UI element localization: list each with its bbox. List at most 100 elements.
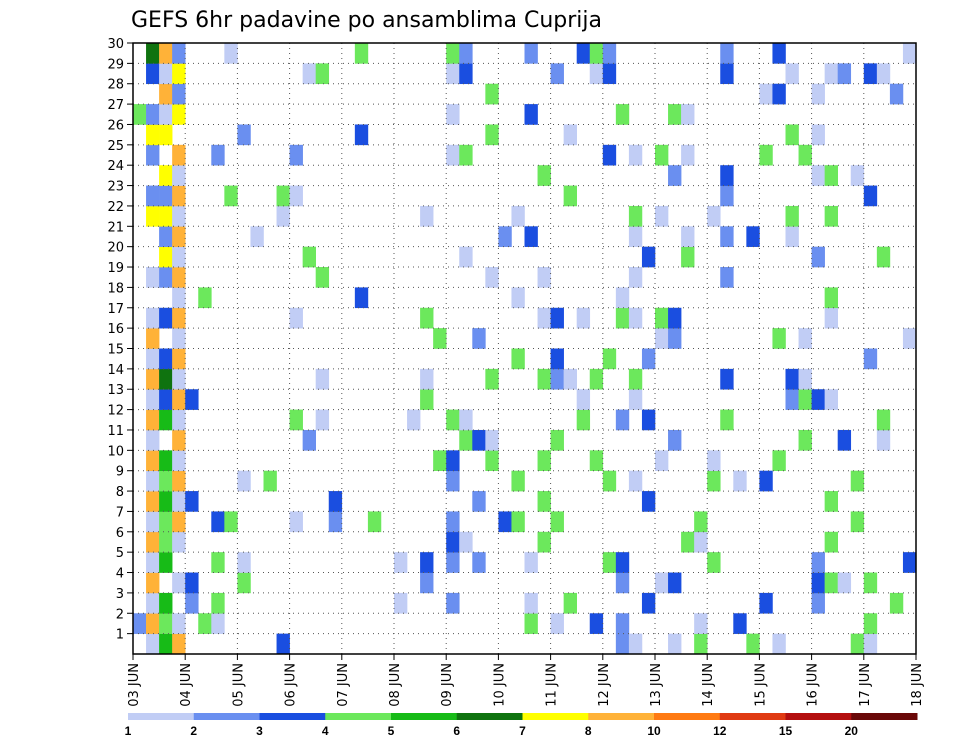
heatmap-cell: [641, 409, 656, 431]
heatmap-cell: [720, 63, 734, 85]
heatmap-cell: [446, 43, 460, 64]
heatmap-cell: [537, 450, 551, 471]
x-tick-label: 13 JUN: [649, 663, 664, 707]
colorbar-swatch: [391, 713, 458, 720]
heatmap-cell: [811, 552, 825, 573]
heatmap-cell: [159, 307, 173, 329]
heatmap-cell: [655, 450, 669, 471]
heatmap-cell: [902, 552, 917, 573]
heatmap-cell: [459, 531, 473, 553]
x-tick-label: 17 JUN: [858, 663, 873, 707]
heatmap-cell: [576, 307, 591, 329]
heatmap-cell: [628, 205, 643, 227]
heatmap-cell: [772, 328, 786, 349]
y-tick-label: 6: [116, 526, 124, 541]
heatmap-cell: [850, 165, 865, 186]
heatmap-cell: [863, 572, 878, 594]
heatmap-cell: [172, 226, 186, 247]
heatmap-cell: [146, 104, 160, 125]
heatmap-cell: [146, 429, 160, 451]
heatmap-cell: [811, 592, 825, 614]
heatmap-cell: [328, 511, 343, 533]
heatmap-cell: [446, 144, 460, 166]
colorbar-swatch: [193, 713, 260, 720]
heatmap-cell: [655, 328, 669, 349]
y-tick-label: 28: [107, 78, 124, 93]
heatmap-cell: [328, 491, 343, 512]
heatmap-cell: [159, 470, 173, 492]
heatmap-cell: [472, 491, 486, 512]
heatmap-cell: [159, 226, 173, 247]
heatmap-cell: [146, 389, 160, 410]
colorbar-legend: 1 2 3 4 5 6 7 8 10 12 15 20: [125, 713, 918, 738]
heatmap-cell: [850, 511, 865, 533]
colorbar-swatch: [785, 713, 852, 720]
colorbar-label: 12: [713, 724, 727, 738]
heatmap-cell: [889, 83, 904, 105]
heatmap-cell: [707, 205, 721, 227]
heatmap-cell: [485, 450, 499, 471]
heatmap-cell: [159, 511, 173, 533]
heatmap-cell: [485, 83, 499, 105]
y-tick-label: 17: [107, 302, 124, 317]
heatmap-cell: [146, 470, 160, 492]
heatmap-cell: [146, 552, 160, 573]
heatmap-cell: [876, 409, 891, 431]
heatmap-cell: [576, 43, 591, 64]
heatmap-cell: [172, 307, 186, 329]
heatmap-cell: [485, 267, 499, 288]
x-tick-label: 03 JUN: [127, 663, 142, 707]
heatmap-cell: [211, 144, 225, 166]
heatmap-cell: [433, 328, 447, 349]
heatmap-cell: [146, 511, 160, 533]
heatmap-cell: [446, 63, 460, 85]
heatmap-cell: [159, 63, 173, 85]
heatmap-cell: [694, 511, 708, 533]
y-axis-ticks: 1234567891011121314151617181920212223242…: [107, 37, 133, 643]
heatmap-cell: [655, 572, 669, 594]
heatmap-cell: [537, 165, 551, 186]
heatmap-cell: [902, 43, 917, 64]
heatmap-cell: [172, 328, 186, 349]
x-tick-label: 07 JUN: [336, 663, 351, 707]
heatmap-cell: [159, 368, 173, 390]
heatmap-cell: [172, 83, 186, 105]
heatmap-cell: [289, 409, 303, 431]
heatmap-cell: [863, 633, 878, 655]
heatmap-cell: [641, 246, 656, 268]
heatmap-cell: [811, 246, 825, 268]
heatmap-cell: [511, 511, 525, 533]
heatmap-cell: [172, 348, 186, 370]
heatmap-cell: [133, 104, 147, 125]
y-tick-label: 26: [107, 118, 124, 133]
heatmap-cell: [159, 267, 173, 288]
y-tick-label: 18: [107, 281, 124, 296]
heatmap-cell: [237, 124, 251, 146]
heatmap-cell: [224, 185, 238, 207]
x-tick-label: 08 JUN: [388, 663, 403, 707]
heatmap-cell: [250, 226, 264, 247]
heatmap-cell: [524, 592, 538, 614]
x-tick-label: 11 JUN: [545, 663, 560, 707]
heatmap-cell: [159, 491, 173, 512]
colorbar-swatch: [851, 713, 918, 720]
y-tick-label: 25: [107, 139, 124, 154]
heatmap-cell: [811, 165, 825, 186]
heatmap-cell: [446, 104, 460, 125]
y-tick-label: 13: [107, 383, 124, 398]
heatmap-cell: [172, 246, 186, 268]
colorbar-label: 3: [256, 724, 263, 738]
heatmap-cell: [628, 226, 643, 247]
grid-lines: [133, 43, 916, 654]
heatmap-cell: [563, 185, 577, 207]
heatmap-cell: [146, 572, 160, 594]
heatmap-cell: [837, 572, 852, 594]
y-tick-label: 12: [107, 404, 124, 419]
heatmap-cell: [224, 511, 238, 533]
heatmap-cell: [563, 124, 577, 146]
colorbar-swatch: [456, 713, 523, 720]
heatmap-cell: [159, 450, 173, 471]
heatmap-cell: [211, 552, 225, 573]
heatmap-cell: [172, 531, 186, 553]
heatmap-cell: [628, 633, 643, 655]
